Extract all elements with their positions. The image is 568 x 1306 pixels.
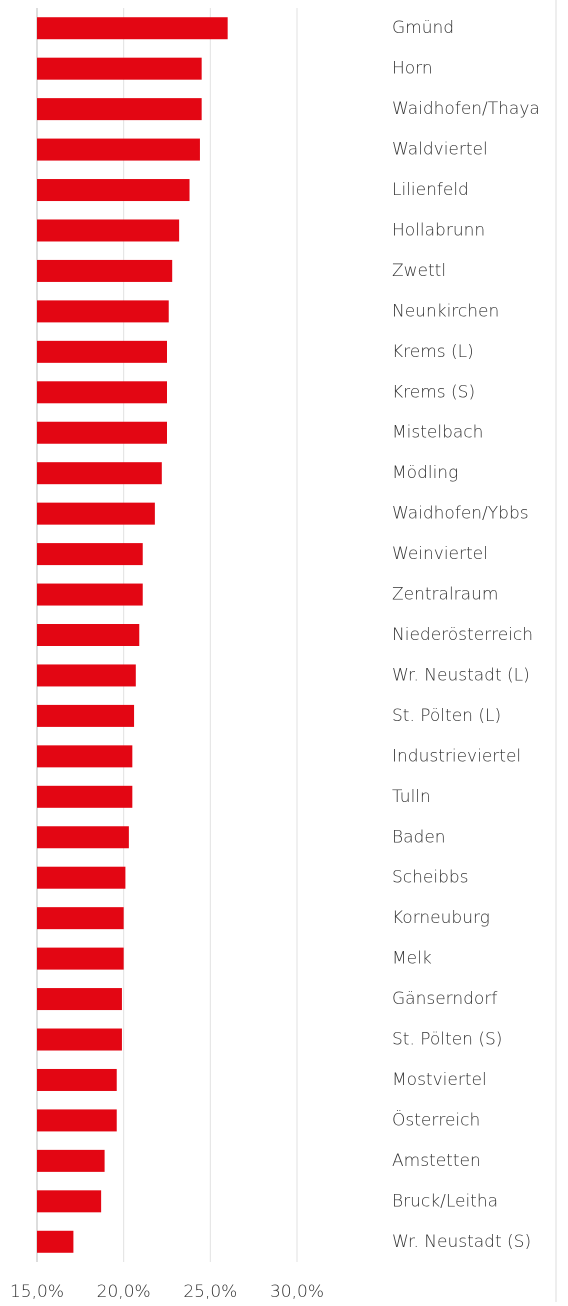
bar [37,704,135,727]
y-tick-label: Neunkirchen [392,301,499,321]
y-tick-label: Hollabrunn [392,220,485,240]
y-tick-label: Zwettl [392,261,446,281]
bar [37,947,124,970]
y-tick-label: Industrieviertel [392,746,521,766]
x-tick-label: 30,0% [270,1282,324,1302]
x-tick-label: 15,0% [10,1282,64,1302]
y-tick-label: Korneuburg [392,908,490,928]
bar [37,1028,122,1051]
bar [37,57,202,80]
y-tick-label: Zentralraum [392,585,498,605]
y-tick-label: Scheibbs [392,868,469,888]
bar [37,664,136,687]
bar [37,866,126,889]
bar [37,98,202,121]
bar [37,179,190,202]
bar [37,259,173,282]
y-tick-label: Bruck/Leitha [392,1191,498,1211]
y-tick-label: Mödling [392,463,458,483]
bar [37,1068,117,1091]
y-tick-label: Weinviertel [392,544,488,564]
bar [37,462,162,485]
y-tick-label: Gmünd [392,18,454,38]
bar [37,543,143,566]
bar [37,583,143,606]
y-tick-label: Wr. Neustadt (S) [392,1232,531,1252]
bar [37,624,140,646]
y-tick-label: St. Pölten (S) [392,1030,502,1050]
bar [37,745,133,768]
bar [37,1149,105,1172]
y-tick-label: Mistelbach [392,423,483,443]
y-tick-label: Baden [392,827,446,847]
bar [37,138,200,161]
y-tick-label: Krems (S) [392,382,475,402]
bar [37,381,167,404]
y-tick-label: Waidhofen/Ybbs [392,504,529,524]
bar [37,340,167,363]
y-tick-label: Krems (L) [392,342,474,362]
y-tick-label: Österreich [392,1108,480,1130]
bar [37,502,155,525]
y-tick-label: Lilienfeld [392,180,469,200]
x-tick-label: 20,0% [97,1282,151,1302]
y-tick-label: Tulln [392,787,431,807]
y-tick-label: St. Pölten (L) [392,706,501,726]
y-tick-label: Melk [392,949,432,969]
y-tick-label: Gänserndorf [392,989,497,1009]
y-tick-label: Niederösterreich [392,625,533,645]
bar [37,988,122,1011]
y-tick-label: Mostviertel [392,1070,487,1090]
bar [37,826,129,849]
bar [37,1190,102,1213]
y-tick-label: Wr. Neustadt (L) [392,665,530,685]
bar [37,785,133,808]
bar [37,17,228,40]
bar [37,300,169,323]
y-tick-label: Horn [392,59,433,79]
bar [37,907,124,930]
y-tick-label: Amstetten [392,1151,481,1171]
bar [37,219,180,242]
y-tick-label: Waldviertel [392,140,488,160]
x-tick-label: 25,0% [183,1282,237,1302]
bar [37,1109,117,1132]
y-tick-label: Waidhofen/Thaya [392,99,540,119]
bar [37,421,167,444]
bar [37,1230,74,1253]
